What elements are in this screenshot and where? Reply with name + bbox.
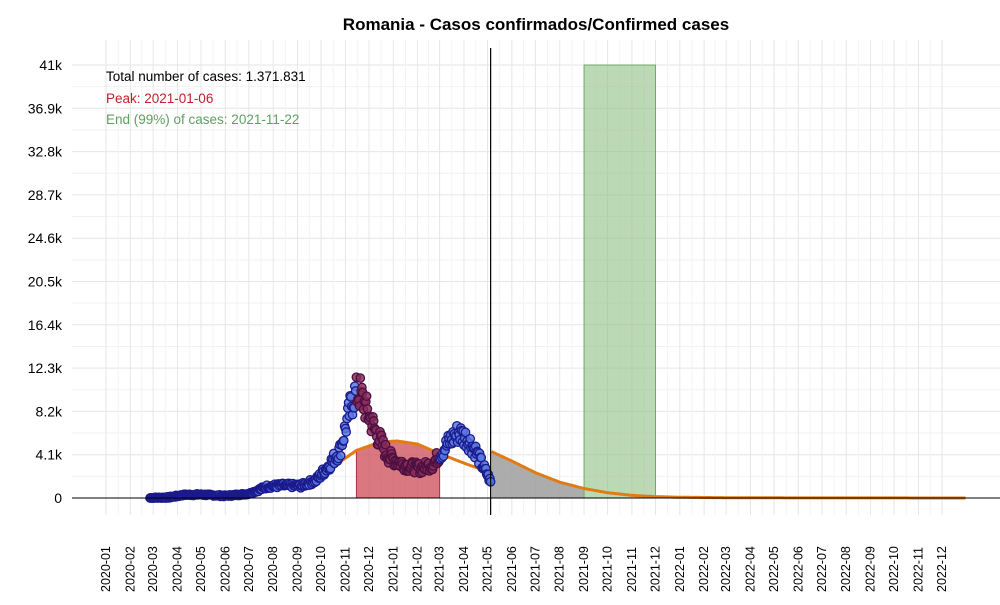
data-point: [355, 373, 366, 383]
x-tick-label: 2022-12: [935, 546, 949, 592]
x-tick-label: 2020-03: [146, 546, 160, 592]
x-tick-label: 2021-11: [625, 547, 639, 592]
y-tick-label: 16.4k: [28, 317, 63, 333]
end-band: [583, 64, 656, 499]
data-point: [338, 435, 349, 446]
data-point: [335, 450, 346, 461]
x-tick-label: 2021-08: [553, 546, 567, 592]
x-tick-label: 2020-07: [242, 546, 256, 592]
x-tick-label: 2022-04: [743, 546, 757, 592]
x-tick-label: 2022-05: [767, 546, 781, 592]
x-tick-label: 2020-05: [194, 546, 208, 592]
x-tick-label: 2021-12: [648, 546, 662, 592]
x-tick-label: 2022-02: [697, 546, 711, 592]
data-point: [380, 439, 391, 450]
x-tick-label: 2020-10: [314, 546, 328, 592]
x-tick-label: 2021-06: [505, 546, 519, 592]
x-tick-label: 2020-06: [218, 546, 232, 592]
y-tick-label: 0: [54, 490, 62, 506]
y-tick-label: 20.5k: [28, 274, 63, 290]
x-tick-label: 2022-08: [839, 546, 853, 592]
x-tick-label: 2020-09: [291, 546, 305, 592]
data-point: [341, 427, 352, 437]
x-tick-label: 2021-01: [386, 546, 400, 592]
y-tick-label: 24.6k: [28, 230, 63, 246]
x-tick-label: 2022-10: [887, 546, 901, 592]
y-tick-label: 8.2k: [36, 403, 63, 419]
x-tick-label: 2022-01: [673, 546, 687, 592]
y-tick-label: 12.3k: [28, 360, 63, 376]
y-tick-label: 32.8k: [28, 144, 63, 160]
x-tick-label: 2022-03: [719, 546, 733, 592]
x-tick-label: 2020-12: [362, 546, 376, 592]
x-tick-label: 2020-11: [338, 547, 352, 592]
annotation-peak: Peak: 2021-01-06: [106, 91, 213, 106]
x-tick-label: 2021-02: [411, 546, 425, 592]
x-tick-label: 2020-01: [99, 546, 113, 592]
x-tick-label: 2022-06: [791, 546, 805, 592]
y-tick-labels: 0 4.1k 8.2k 12.3k 16.4k 20.5k 24.6k 28.7k 32.8k 3…: [28, 57, 63, 506]
y-tick-label: 4.1k: [36, 447, 63, 463]
x-tick-label: 2021-04: [457, 546, 471, 592]
x-tick-label: 2021-07: [528, 546, 542, 592]
x-tick-label: 2022-09: [864, 546, 878, 592]
y-tick-label: 41k: [39, 57, 63, 73]
y-tick-label: 36.9k: [28, 100, 63, 116]
x-tick-labels: 2020-01 2020-02 2020-03 2020-04 2020-05 2020-…: [99, 546, 949, 592]
x-tick-label: 2020-02: [123, 546, 137, 592]
x-tick-label: 2021-03: [433, 546, 447, 592]
x-tick-label: 2022-07: [815, 546, 829, 592]
x-tick-label: 2020-04: [170, 546, 184, 592]
x-tick-label: 2021-10: [601, 546, 615, 592]
data-point: [361, 391, 372, 402]
grid: [72, 40, 1000, 515]
annotation-end: End (99%) of cases: 2021-11-22: [106, 112, 299, 127]
axes: [72, 48, 1000, 515]
x-tick-label: 2020-08: [266, 546, 280, 592]
chart-title: Romania - Casos confirmados/Confirmed ca…: [343, 15, 729, 34]
x-tick-label: 2021-09: [577, 546, 591, 592]
x-tick-label: 2021-05: [480, 546, 494, 592]
points-group: [145, 372, 496, 503]
y-tick-label: 28.7k: [28, 187, 63, 203]
annotation-total: Total number of cases: 1.371.831: [106, 69, 306, 84]
x-tick-label: 2022-11: [911, 547, 925, 592]
